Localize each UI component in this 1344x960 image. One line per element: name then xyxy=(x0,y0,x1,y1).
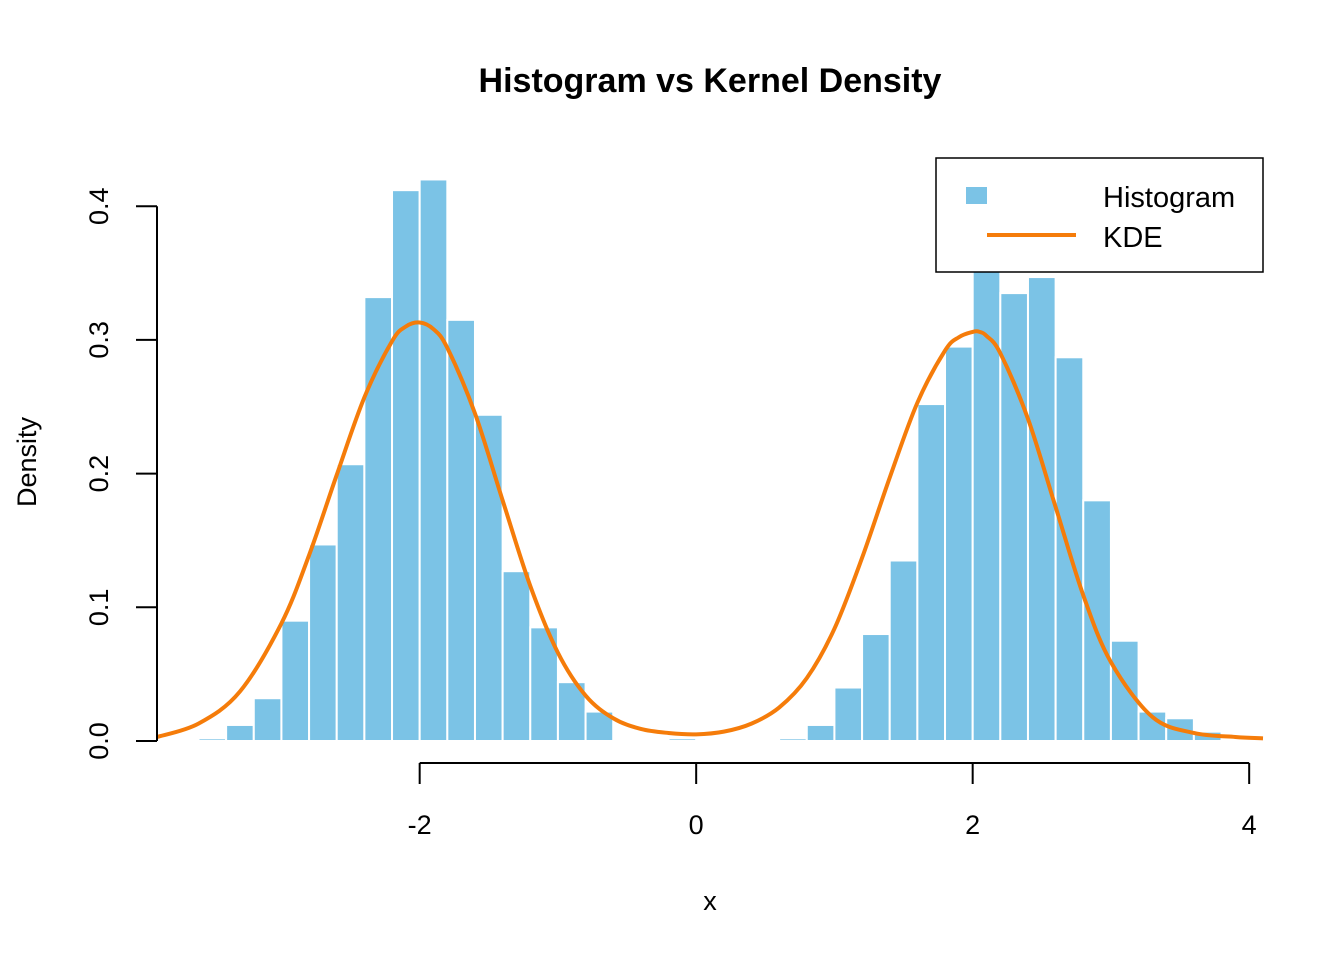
histogram-bar xyxy=(473,413,504,742)
legend-histogram-swatch xyxy=(966,187,987,204)
histogram-bar xyxy=(1109,639,1140,742)
histogram-bar xyxy=(335,463,366,742)
kde-curve-group xyxy=(156,320,1264,741)
histogram-bar xyxy=(999,292,1029,742)
y-tick-label: 0.3 xyxy=(84,321,114,359)
histogram-bar xyxy=(446,318,476,742)
histogram-bar xyxy=(280,619,311,742)
legend: Histogram KDE xyxy=(935,157,1264,273)
y-tick-label: 0.4 xyxy=(84,187,114,225)
histogram-bar xyxy=(197,737,228,742)
histogram-bar xyxy=(778,737,808,742)
y-tick-label: 0.0 xyxy=(84,722,114,760)
x-tick-label: 0 xyxy=(689,810,704,840)
histogram-bar xyxy=(944,345,974,742)
histogram-bar xyxy=(667,737,698,742)
x-tick-label: 2 xyxy=(965,810,980,840)
y-tick-label: 0.2 xyxy=(84,455,114,493)
histogram-bar xyxy=(888,559,919,742)
legend-label-histogram: Histogram xyxy=(1103,182,1235,214)
histogram-bar xyxy=(805,723,836,742)
chart-title: Histogram vs Kernel Density xyxy=(479,62,942,100)
legend-box xyxy=(935,157,1264,273)
histogram-bar xyxy=(391,189,421,742)
histogram-bar xyxy=(501,570,532,742)
x-axis-label: x xyxy=(703,886,717,916)
histogram-bar xyxy=(584,710,615,742)
histogram-bar xyxy=(418,178,449,742)
histogram-bar xyxy=(861,633,891,742)
y-tick-label: 0.1 xyxy=(84,589,114,627)
x-axis: -2 0 2 4 xyxy=(408,762,1257,840)
histogram-bar xyxy=(308,543,338,742)
y-axis-label: Density xyxy=(12,416,42,507)
histogram-bar xyxy=(1082,499,1112,742)
x-tick-label: -2 xyxy=(408,810,432,840)
histogram-bar xyxy=(225,723,255,742)
histogram-bars xyxy=(197,178,1223,743)
kde-curve xyxy=(156,320,1264,741)
histogram-bar xyxy=(833,686,864,743)
legend-label-kde: KDE xyxy=(1103,222,1163,254)
y-axis: 0.0 0.1 0.2 0.3 0.4 xyxy=(84,187,158,760)
histogram-bar xyxy=(252,697,283,743)
histogram-bar xyxy=(1026,276,1057,742)
histogram-bar xyxy=(916,403,947,742)
x-tick-label: 4 xyxy=(1242,810,1257,840)
